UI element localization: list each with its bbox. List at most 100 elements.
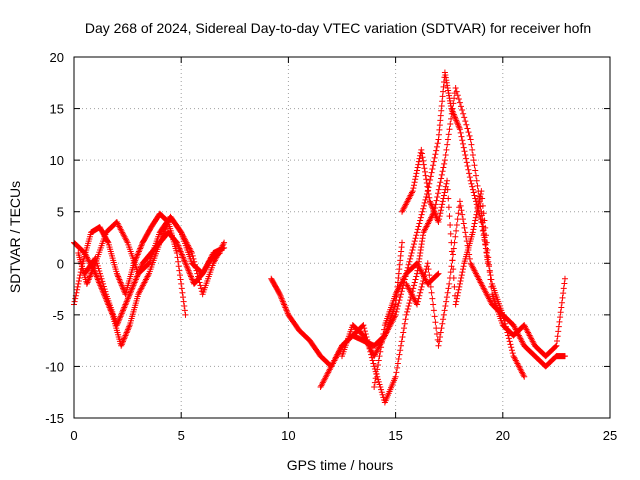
data-point [460, 144, 467, 151]
data-point [399, 285, 406, 292]
y-tick-label: 5 [57, 205, 64, 220]
data-point [425, 187, 432, 194]
data-point [455, 210, 462, 217]
data-point [74, 283, 81, 290]
data-point [408, 189, 415, 196]
data-point [115, 275, 122, 282]
data-point [424, 183, 431, 190]
data-point [444, 177, 451, 184]
data-point [431, 210, 438, 217]
data-point [424, 260, 431, 267]
data-point [414, 229, 421, 236]
data-point [392, 373, 399, 380]
data-point [476, 196, 483, 203]
data-point [433, 325, 440, 332]
data-point [114, 272, 121, 279]
data-point [186, 270, 193, 277]
data-point [122, 332, 129, 339]
data-point [400, 282, 407, 289]
x-tick-label: 20 [496, 428, 510, 443]
data-point [477, 191, 484, 198]
data-point [461, 224, 468, 231]
data-point [468, 141, 475, 148]
data-point [457, 202, 464, 209]
data-point [446, 275, 453, 282]
data-point [192, 264, 199, 271]
data-point [472, 217, 479, 224]
y-tick-label: 10 [50, 153, 64, 168]
data-point [87, 272, 94, 279]
data-point [461, 114, 468, 121]
data-point [404, 308, 411, 315]
data-point [138, 241, 145, 248]
data-point [179, 252, 186, 259]
data-point [488, 283, 495, 290]
data-point [444, 136, 451, 143]
data-point [556, 318, 563, 325]
data-point [435, 270, 442, 277]
data-point [374, 361, 381, 368]
data-point [86, 273, 93, 280]
data-point [520, 372, 527, 379]
data-point [120, 307, 127, 314]
data-point [470, 189, 477, 196]
data-point [394, 364, 401, 371]
data-point [99, 278, 106, 285]
data-point [391, 313, 398, 320]
data-series-trace-8 [399, 146, 568, 360]
data-point [440, 311, 447, 318]
data-point [448, 263, 455, 270]
data-point [93, 272, 100, 279]
data-point [89, 267, 96, 274]
data-point [176, 267, 183, 274]
data-point [121, 304, 128, 311]
data-point [376, 381, 383, 388]
data-point [427, 283, 434, 290]
data-point [456, 126, 463, 133]
data-point [443, 294, 450, 301]
data-point [396, 351, 403, 358]
data-point [456, 280, 463, 287]
data-point [135, 269, 142, 276]
data-point [178, 285, 185, 292]
data-point [133, 275, 140, 282]
data-point [410, 182, 417, 189]
data-point [97, 273, 104, 280]
data-series-trace-9 [403, 198, 568, 370]
data-point [409, 188, 416, 195]
data-point [420, 161, 427, 168]
data-point [459, 107, 466, 114]
data-point [181, 307, 188, 314]
data-point [561, 280, 568, 287]
data-point [447, 121, 454, 128]
data-point [454, 292, 461, 299]
data-point [452, 233, 459, 240]
data-point [439, 320, 446, 327]
data-point [554, 338, 561, 345]
data-point [560, 285, 567, 292]
data-point [399, 239, 406, 246]
data-point [485, 254, 492, 261]
data-point [182, 260, 189, 267]
data-point [482, 224, 489, 231]
data-series-trace-1 [71, 210, 189, 318]
data-point [447, 230, 454, 237]
data-point [183, 261, 190, 268]
data-point [127, 288, 134, 295]
data-point [445, 204, 452, 211]
data-point [465, 166, 472, 173]
data-point [177, 276, 184, 283]
data-point [428, 201, 435, 208]
data-point [369, 357, 376, 364]
data-point [401, 325, 408, 332]
data-point [416, 220, 423, 227]
data-point [371, 384, 378, 391]
data-point [560, 290, 567, 297]
data-point [397, 291, 404, 298]
data-point [405, 261, 412, 268]
data-point [96, 268, 103, 275]
data-point [444, 186, 451, 193]
data-point [279, 298, 286, 305]
data-point [414, 298, 421, 305]
data-point [421, 165, 428, 172]
